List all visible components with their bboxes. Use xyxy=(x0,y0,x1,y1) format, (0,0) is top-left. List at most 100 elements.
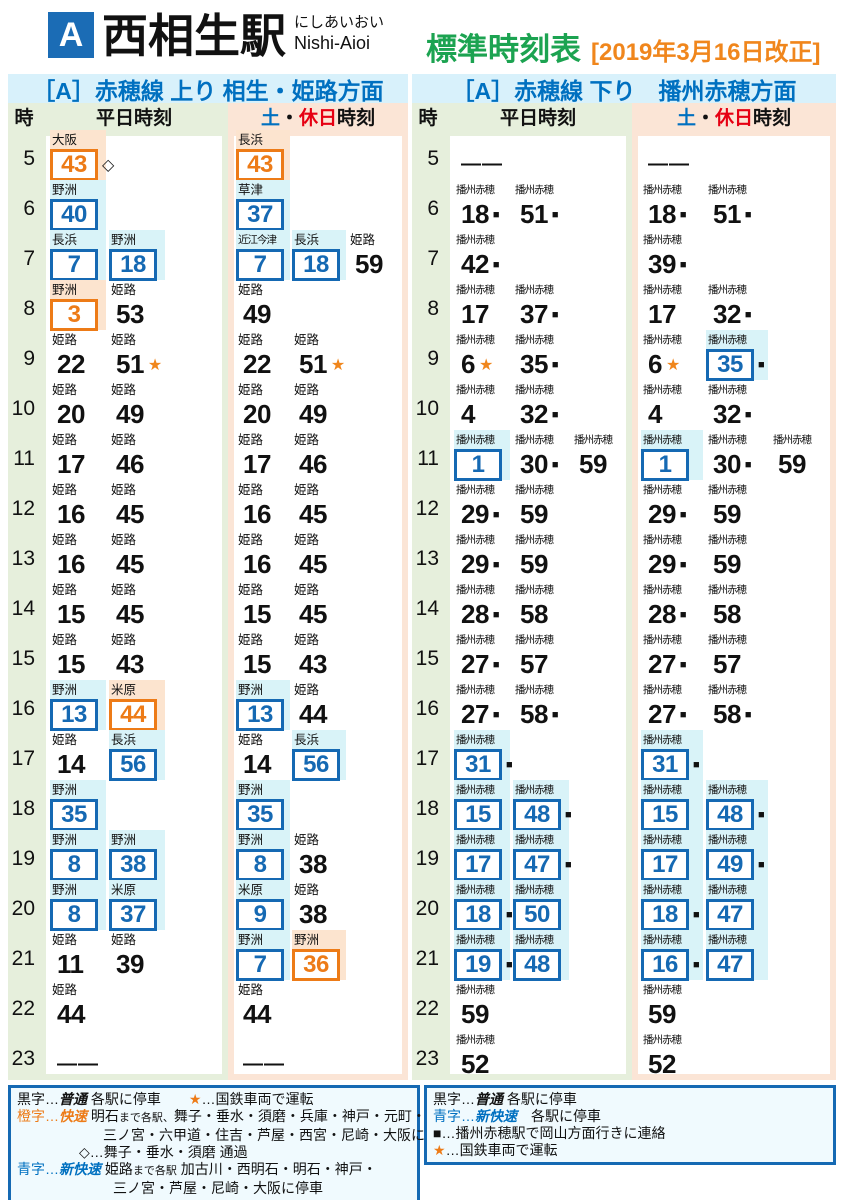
hour-row: 15 姫路 15 姫路 43 姫路 15 姫路 43 xyxy=(8,630,408,680)
legends-area: 黒字…普通 各駅に停車 ★…国鉄車両で運転 橙字…快速 明石まで各駅、舞子・垂水・… xyxy=(8,1085,848,1200)
train-time: 18 xyxy=(641,898,689,931)
train-time: 30 xyxy=(713,449,741,479)
train-time-line: 47 xyxy=(706,948,768,981)
hour-row: 14 播州赤穂 28 ■ 播州赤穂 58 播州赤穂 28 ■ 播州赤穂 58 xyxy=(412,580,836,630)
train-destination: 播州赤穂 xyxy=(643,834,682,846)
train-slot: 姫路 14 xyxy=(50,730,106,780)
train-time-line: 1 xyxy=(641,448,703,481)
train-time-line: 29 ■ xyxy=(454,549,510,580)
train-time: 17 xyxy=(57,449,85,479)
okayama-connection-square-icon: ■ xyxy=(492,658,500,671)
train-destination: 播州赤穂 xyxy=(456,984,495,996)
hour-cell: 5 xyxy=(427,147,439,170)
train-time: 47 xyxy=(706,948,754,981)
hour-row: 8 播州赤穂 17 播州赤穂 37 ■ 播州赤穂 17 播州赤穂 32 ■ xyxy=(412,280,836,330)
train-destination: 播州赤穂 xyxy=(643,884,682,896)
train-slot: 姫路 45 xyxy=(292,530,346,580)
okayama-connection-square-icon: ■ xyxy=(565,808,572,821)
train-slot: ―― xyxy=(236,1030,290,1080)
weekday-cell: 長浜 7 野洲 18 xyxy=(40,230,228,281)
train-time-line: 27 ■ xyxy=(641,649,703,680)
holiday-label-sat: 土 xyxy=(676,108,696,129)
holiday-cell: 播州赤穂 17 播州赤穂 32 ■ xyxy=(632,280,836,330)
train-time-line: 3 xyxy=(50,298,106,331)
hour-row: 11 姫路 17 姫路 46 姫路 17 姫路 46 xyxy=(8,430,408,480)
train-destination xyxy=(641,130,703,149)
weekday-cell: 播州赤穂 18 ■ 播州赤穂 51 ■ xyxy=(444,180,632,230)
train-destination: 米原 xyxy=(111,883,137,897)
holiday-cell: 姫路 15 姫路 45 xyxy=(228,580,408,630)
train-time-line: 8 xyxy=(50,848,106,881)
train-slot: 姫路 39 xyxy=(109,930,165,980)
train-time-line: ―― xyxy=(454,149,510,180)
holiday-cell: 播州赤穂 18 ■ 播州赤穂 47 xyxy=(632,880,836,931)
train-destination: 姫路 xyxy=(111,433,137,447)
train-time: 22 xyxy=(57,349,85,379)
hour-cell: 21 xyxy=(11,947,35,970)
train-destination: 野洲 xyxy=(52,833,78,847)
train-time: 38 xyxy=(299,899,327,929)
train-time-line: 59 xyxy=(513,499,569,530)
train-slot: 播州赤穂 48 ■ xyxy=(706,780,768,831)
train-time-line: 44 xyxy=(292,699,346,730)
train-time-line: 35 ■ xyxy=(706,348,768,381)
train-slot: 播州赤穂 6 ★ xyxy=(454,330,510,380)
train-time: 15 xyxy=(243,649,271,679)
train-slot: 野洲 8 xyxy=(50,830,106,881)
train-destination: 姫路 xyxy=(52,633,78,647)
train-time-line: 32 ■ xyxy=(513,399,569,430)
train-slot: 播州赤穂 1 xyxy=(454,430,510,481)
train-time-line: 16 xyxy=(236,499,290,530)
train-time-line: 57 xyxy=(706,649,768,680)
train-time: 3 xyxy=(50,298,98,331)
train-slot: 播州赤穂 18 ■ xyxy=(454,180,510,230)
skip-stops-diamond-icon: ◇ xyxy=(102,156,115,174)
train-destination: 播州赤穂 xyxy=(708,534,747,546)
weekday-cell: 姫路 17 姫路 46 xyxy=(40,430,228,480)
train-slot: 姫路 43 xyxy=(292,630,346,680)
train-destination xyxy=(236,1030,290,1049)
train-slot: 播州赤穂 42 ■ xyxy=(454,230,510,280)
train-time-line: 20 xyxy=(50,399,106,430)
train-slot: 播州赤穂 58 xyxy=(513,580,569,630)
train-time: 17 xyxy=(454,848,502,881)
train-time-line: 22 xyxy=(50,349,106,380)
train-time-line: 17 xyxy=(454,299,510,330)
holiday-cell: ―― xyxy=(632,130,836,180)
train-destination: 野洲 xyxy=(52,683,78,697)
train-time-line: 37 ■ xyxy=(513,299,569,330)
hour-cell: 8 xyxy=(23,297,35,320)
timetable-title: 標準時刻表 xyxy=(426,32,582,67)
holiday-cell: 野洲 13 姫路 44 xyxy=(228,680,408,731)
train-time: 16 xyxy=(57,499,85,529)
okayama-connection-square-icon: ■ xyxy=(551,458,559,471)
train-destination: 播州赤穂 xyxy=(515,584,554,596)
train-slot: 姫路 16 xyxy=(50,530,106,580)
train-time-line: 51 ★ xyxy=(109,349,165,380)
train-destination: 野洲 xyxy=(52,283,78,297)
train-slot: 姫路 16 xyxy=(236,480,290,530)
train-time: 18 xyxy=(454,898,502,931)
train-time-line: 59 xyxy=(706,549,768,580)
hour-row: 17 播州赤穂 31 ■ 播州赤穂 31 ■ xyxy=(412,730,836,781)
train-time: 45 xyxy=(116,549,144,579)
train-time: 45 xyxy=(299,549,327,579)
train-destination: 播州赤穂 xyxy=(708,434,747,446)
train-destination: 播州赤穂 xyxy=(515,784,554,796)
train-time-line: 43 xyxy=(236,148,290,181)
train-time-line: 46 xyxy=(292,449,346,480)
train-destination: 長浜 xyxy=(294,233,320,247)
train-slot: 姫路 44 xyxy=(236,980,290,1030)
train-slot: 播州赤穂 32 ■ xyxy=(706,280,768,330)
train-destination: 播州赤穂 xyxy=(456,184,495,196)
train-time: 59 xyxy=(579,449,607,479)
train-slot: 播州赤穂 1 xyxy=(641,430,703,481)
train-time: 8 xyxy=(50,848,98,881)
train-time-line: 44 xyxy=(109,698,165,731)
train-time: 31 xyxy=(641,748,689,781)
train-time: 45 xyxy=(299,499,327,529)
hour-row: 19 野洲 8 野洲 38 野洲 8 姫路 38 xyxy=(8,830,408,881)
hour-cell: 22 xyxy=(415,997,439,1020)
column-header-down: 時 平日時刻 土 ・ 休日 時刻 xyxy=(412,103,836,130)
weekday-cell: 姫路 20 姫路 49 xyxy=(40,380,228,430)
